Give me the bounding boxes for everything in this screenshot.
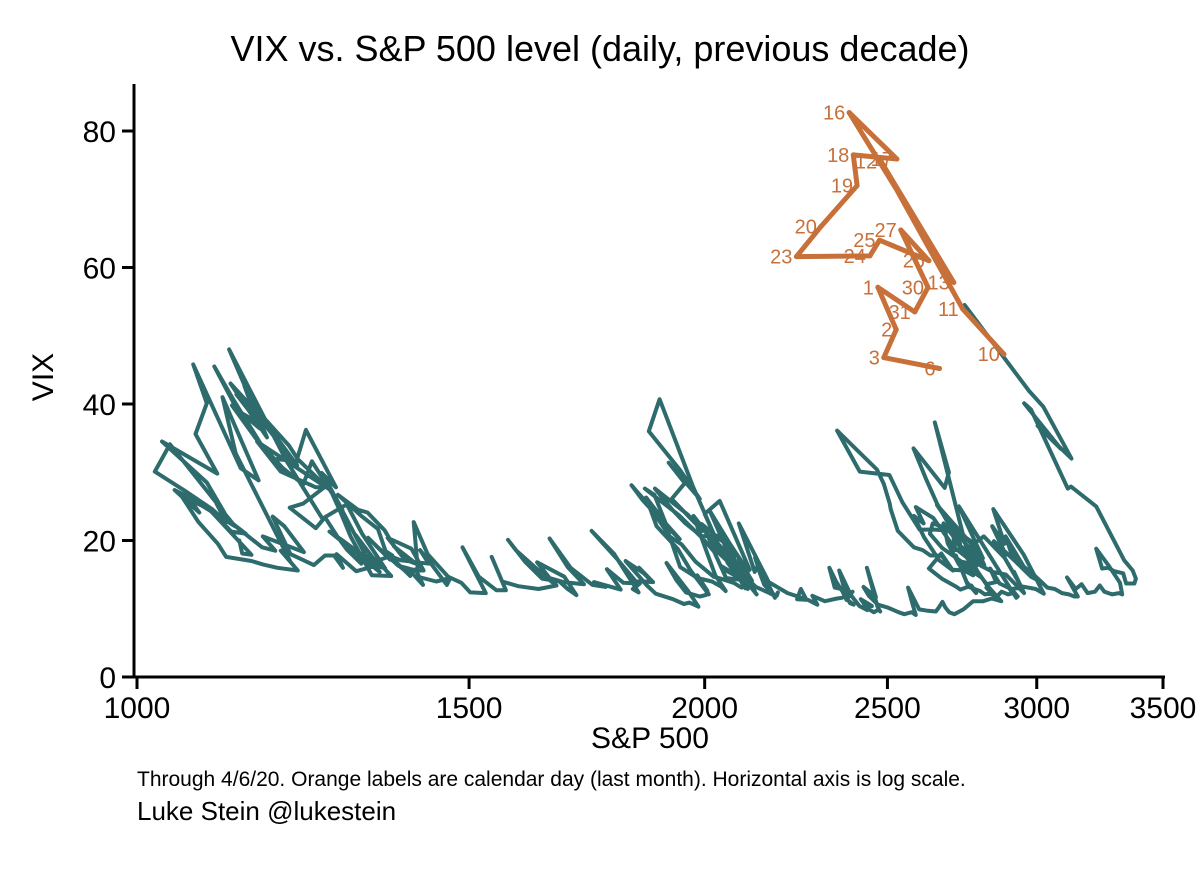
day-label: 23 bbox=[770, 247, 792, 269]
day-marker bbox=[818, 224, 824, 230]
day-label: 25 bbox=[853, 230, 875, 252]
x-tick-label: 3500 bbox=[1130, 692, 1197, 725]
footnote-attribution: Luke Stein @lukestein bbox=[137, 796, 397, 826]
day-marker bbox=[912, 309, 918, 315]
last-month-labeled-days-path bbox=[793, 110, 1007, 371]
day-marker bbox=[898, 227, 904, 233]
day-marker bbox=[793, 254, 799, 260]
day-label: 3 bbox=[869, 348, 880, 370]
day-marker bbox=[878, 159, 884, 165]
day-marker bbox=[951, 280, 957, 286]
day-marker bbox=[960, 306, 966, 312]
day-label: 27 bbox=[875, 220, 897, 242]
day-marker bbox=[867, 253, 873, 259]
y-tick-label: 80 bbox=[83, 116, 116, 149]
day-label: 20 bbox=[795, 217, 817, 239]
day-label: 18 bbox=[827, 145, 849, 167]
daily-path-previous-decade-path bbox=[152, 303, 1138, 617]
x-tick-label: 1500 bbox=[436, 692, 503, 725]
day-marker bbox=[854, 183, 860, 189]
chart-title: VIX vs. S&P 500 level (daily, previous d… bbox=[230, 28, 970, 69]
day-marker bbox=[936, 366, 942, 372]
day-marker bbox=[877, 237, 883, 243]
footnote-source-line: Through 4/6/20. Orange labels are calend… bbox=[137, 768, 966, 791]
y-tick-label: 20 bbox=[83, 525, 116, 558]
day-label: 30 bbox=[902, 277, 924, 299]
day-label: 26 bbox=[903, 251, 925, 273]
day-label: 6 bbox=[924, 359, 935, 381]
y-tick-label: 0 bbox=[99, 662, 116, 695]
day-label: 16 bbox=[823, 103, 845, 125]
day-label: 12 bbox=[855, 152, 877, 174]
day-marker bbox=[893, 327, 899, 333]
day-marker bbox=[1001, 351, 1007, 357]
day-label: 1 bbox=[863, 277, 874, 299]
day-marker bbox=[881, 355, 887, 361]
x-tick-label: 2500 bbox=[854, 692, 921, 725]
day-label: 17 bbox=[871, 149, 893, 171]
day-marker bbox=[846, 110, 852, 116]
y-tick-label: 40 bbox=[83, 389, 116, 422]
day-label: 24 bbox=[844, 246, 866, 268]
day-marker bbox=[875, 284, 881, 290]
day-label: 13 bbox=[928, 273, 950, 295]
day-label: 10 bbox=[978, 344, 1000, 366]
x-tick-label: 3000 bbox=[1003, 692, 1070, 725]
day-label: 31 bbox=[889, 302, 911, 324]
day-marker bbox=[850, 152, 856, 158]
x-axis-title: S&P 500 bbox=[591, 722, 709, 755]
day-label: 2 bbox=[881, 320, 892, 342]
x-tick-label: 2000 bbox=[671, 692, 738, 725]
day-marker bbox=[926, 258, 932, 264]
day-marker bbox=[925, 284, 931, 290]
x-tick-label: 1000 bbox=[104, 692, 171, 725]
day-label: 19 bbox=[831, 176, 853, 198]
day-marker bbox=[894, 156, 900, 162]
y-tick-label: 60 bbox=[83, 252, 116, 285]
day-label: 11 bbox=[938, 299, 959, 321]
